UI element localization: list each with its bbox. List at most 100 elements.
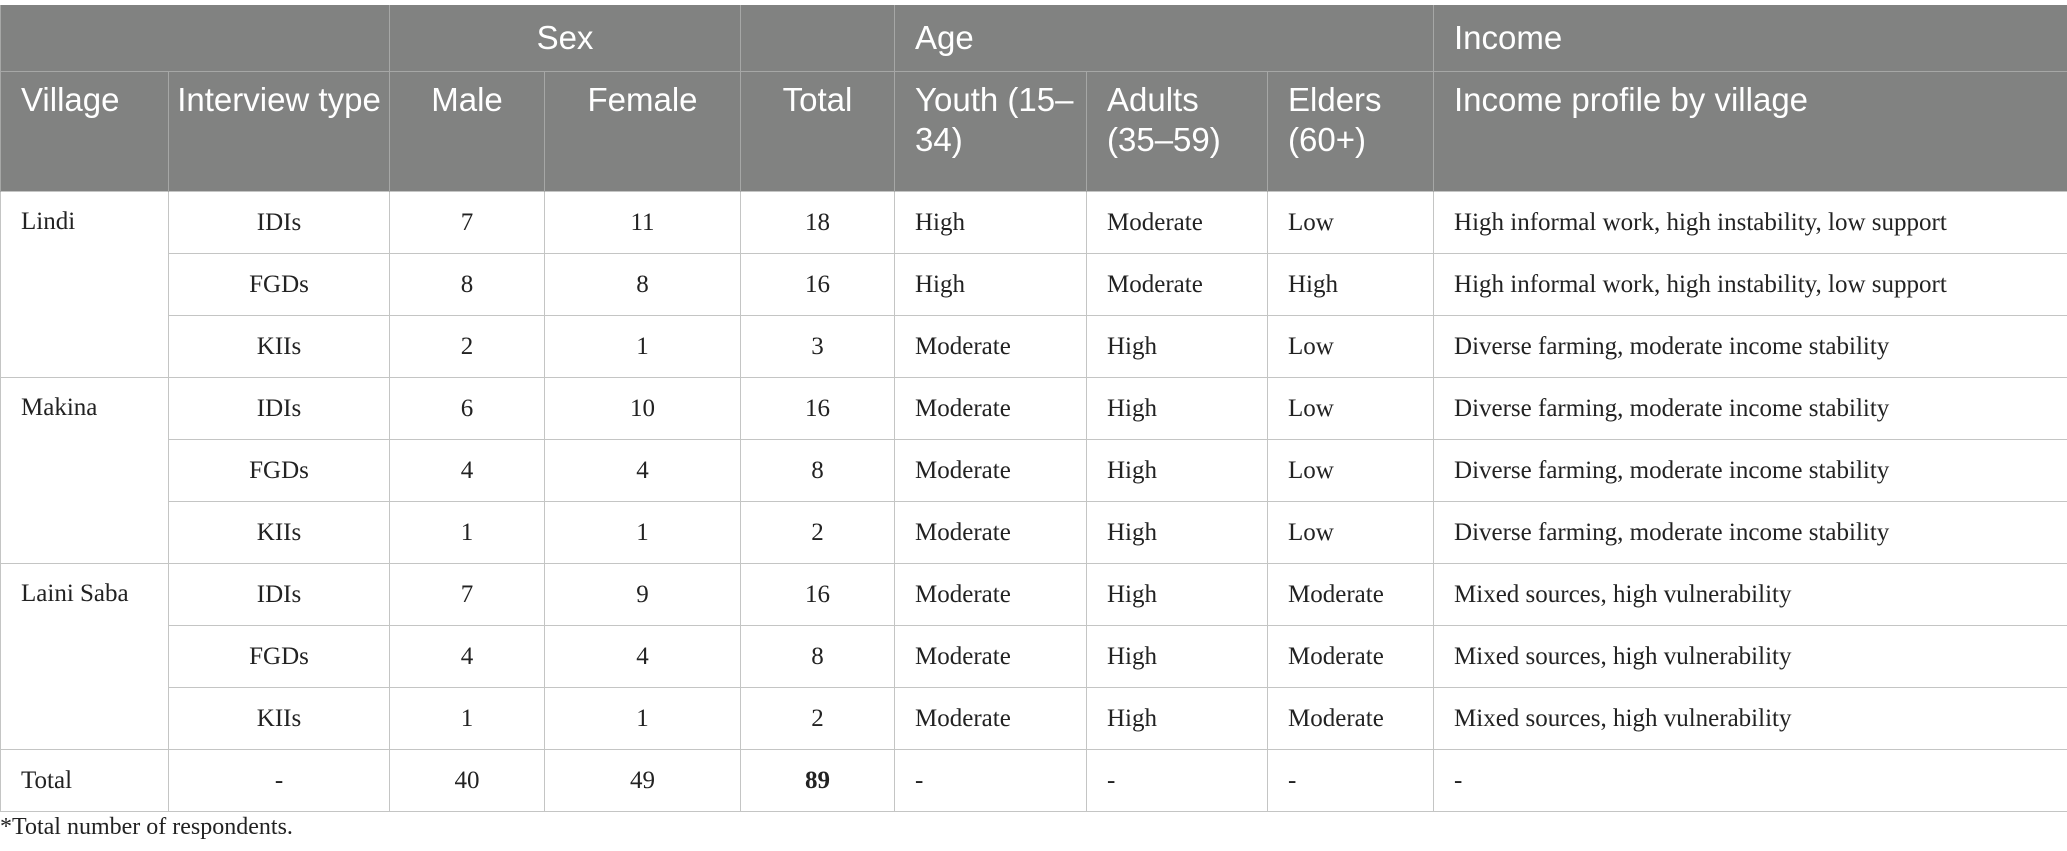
cell-adults: High: [1086, 377, 1268, 440]
cell-female: 8: [544, 253, 741, 316]
cell-female: 1: [544, 501, 741, 564]
cell-elders: Moderate: [1266, 563, 1435, 626]
table-row: FGDs 4 4 8 Moderate High Low Diverse far…: [1, 439, 2067, 502]
col-village: Village: [0, 71, 169, 192]
cell-interview-type: FGDs: [168, 625, 390, 688]
cell-income: High informal work, high instability, lo…: [1433, 253, 2067, 316]
table-row: KIIs 1 1 2 Moderate High Low Diverse far…: [1, 501, 2067, 564]
cell-adults: Moderate: [1086, 253, 1268, 316]
cell-youth: -: [894, 749, 1087, 812]
table-footnote: *Total number of respondents.: [0, 814, 293, 840]
cell-elders: Moderate: [1266, 687, 1435, 750]
header-group-empty: [0, 5, 390, 72]
cell-village: Lindi: [0, 191, 169, 378]
total-row: Total - 40 49 89 - - - -: [0, 749, 2067, 812]
table-header: Sex Age Income Village Interview type Ma…: [0, 5, 2067, 192]
cell-elders: Low: [1266, 501, 1435, 564]
cell-youth: Moderate: [894, 563, 1087, 626]
col-income-profile: Income profile by village: [1433, 71, 2067, 192]
table-body: Lindi IDIs 7 11 18 High Moderate Low Hig…: [0, 191, 2067, 812]
cell-elders: Moderate: [1266, 625, 1435, 688]
cell-income: Mixed sources, high vulnerability: [1433, 563, 2067, 626]
cell-village: Laini Saba: [0, 563, 169, 750]
col-female: Female: [544, 71, 741, 192]
cell-total: 16: [740, 563, 895, 626]
cell-total: 3: [740, 315, 895, 378]
cell-male: 7: [389, 191, 545, 254]
cell-adults: High: [1086, 315, 1268, 378]
cell-female: 9: [544, 563, 741, 626]
cell-youth: Moderate: [894, 315, 1087, 378]
table-row: Laini Saba IDIs 7 9 16 Moderate High Mod…: [0, 563, 2067, 750]
cell-youth: Moderate: [894, 501, 1087, 564]
cell-income: Diverse farming, moderate income stabili…: [1433, 501, 2067, 564]
cell-income: Diverse farming, moderate income stabili…: [1433, 439, 2067, 502]
cell-elders: High: [1266, 253, 1435, 316]
table-row: Lindi IDIs 7 11 18 High Moderate Low Hig…: [0, 191, 2067, 378]
cell-male: 40: [389, 749, 545, 812]
cell-total-label: Total: [0, 749, 169, 812]
cell-male: 7: [389, 563, 545, 626]
respondent-table-container: Sex Age Income Village Interview type Ma…: [0, 5, 2067, 812]
cell-interview-type: -: [168, 749, 390, 812]
cell-male: 4: [389, 625, 545, 688]
cell-income: Mixed sources, high vulnerability: [1433, 687, 2067, 750]
cell-interview-type: FGDs: [168, 439, 390, 502]
cell-adults: High: [1086, 687, 1268, 750]
cell-total: 18: [740, 191, 895, 254]
cell-total: 16: [740, 253, 895, 316]
cell-interview-type: KIIs: [168, 687, 390, 750]
cell-female: 4: [544, 625, 741, 688]
col-male: Male: [389, 71, 545, 192]
cell-male: 8: [389, 253, 545, 316]
cell-male: 6: [389, 377, 545, 440]
table-row: Makina IDIs 6 10 16 Moderate High Low Di…: [0, 377, 2067, 564]
cell-youth: Moderate: [894, 377, 1087, 440]
cell-female: 10: [544, 377, 741, 440]
cell-adults: High: [1086, 563, 1268, 626]
cell-female: 11: [544, 191, 741, 254]
cell-total: 16: [740, 377, 895, 440]
cell-male: 4: [389, 439, 545, 502]
cell-female: 1: [544, 315, 741, 378]
respondent-table: Sex Age Income Village Interview type Ma…: [0, 5, 2067, 812]
header-group-age: Age: [893, 5, 1435, 72]
cell-elders: Low: [1266, 439, 1435, 502]
cell-female: 49: [544, 749, 741, 812]
table-row: KIIs 1 1 2 Moderate High Moderate Mixed …: [1, 687, 2067, 750]
cell-village: Makina: [0, 377, 169, 564]
cell-female: 1: [544, 687, 741, 750]
cell-male: 1: [389, 687, 545, 750]
header-group-sex: Sex: [389, 5, 741, 72]
cell-adults: High: [1086, 501, 1268, 564]
cell-adults: High: [1086, 439, 1268, 502]
cell-total: 8: [740, 625, 895, 688]
cell-income: Diverse farming, moderate income stabili…: [1433, 377, 2067, 440]
cell-male: 1: [389, 501, 545, 564]
cell-youth: Moderate: [894, 439, 1087, 502]
cell-youth: High: [894, 191, 1087, 254]
cell-female: 4: [544, 439, 741, 502]
header-group-blank: [740, 5, 895, 72]
cell-interview-type: KIIs: [168, 315, 390, 378]
col-elders: Elders (60+): [1266, 71, 1435, 192]
table-row: KIIs 2 1 3 Moderate High Low Diverse far…: [1, 315, 2067, 378]
cell-interview-type: IDIs: [168, 563, 390, 626]
cell-elders: Low: [1266, 191, 1435, 254]
cell-adults: -: [1086, 749, 1268, 812]
cell-income: High informal work, high instability, lo…: [1433, 191, 2067, 254]
header-group-row: Sex Age Income: [0, 5, 2067, 72]
cell-interview-type: KIIs: [168, 501, 390, 564]
cell-income: Diverse farming, moderate income stabili…: [1433, 315, 2067, 378]
cell-total: 2: [740, 687, 895, 750]
cell-interview-type: IDIs: [168, 377, 390, 440]
header-group-income: Income: [1433, 5, 2067, 72]
cell-adults: Moderate: [1086, 191, 1268, 254]
cell-income: Mixed sources, high vulnerability: [1433, 625, 2067, 688]
cell-total: 2: [740, 501, 895, 564]
table-row: FGDs 8 8 16 High Moderate High High info…: [1, 253, 2067, 316]
cell-male: 2: [389, 315, 545, 378]
table-row: FGDs 4 4 8 Moderate High Moderate Mixed …: [1, 625, 2067, 688]
col-total: Total: [740, 71, 895, 192]
cell-youth: Moderate: [894, 625, 1087, 688]
